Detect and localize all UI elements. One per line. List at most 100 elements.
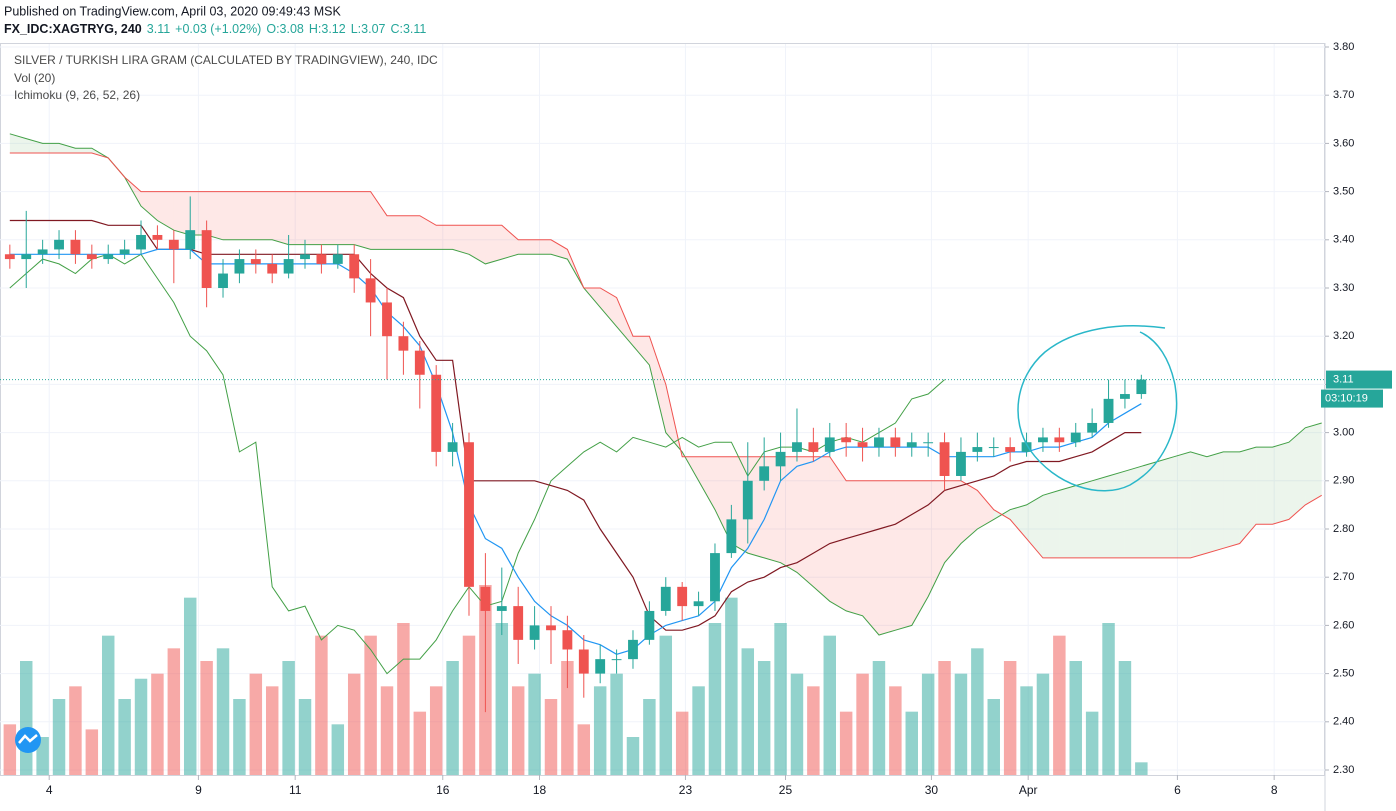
axes: 3.803.703.603.503.403.303.203.103.002.90…	[46, 41, 1355, 797]
quote-line: FX_IDC:XAGTRYG, 240 3.11 +0.03 (+1.02%) O:3…	[4, 22, 426, 36]
cloud-fill	[780, 456, 797, 573]
candle-body	[201, 230, 212, 288]
candle-body	[939, 442, 950, 476]
cloud-fill	[206, 191, 224, 240]
cloud-fill	[419, 215, 437, 250]
candle-body	[382, 302, 392, 337]
volume-bar	[807, 686, 820, 775]
last-price-box	[1326, 370, 1392, 389]
volume-bar	[85, 729, 99, 775]
x-tick-label: 9	[195, 783, 202, 797]
hand-drawn-annotation	[1017, 325, 1178, 492]
conversion-line	[9, 248, 1142, 655]
candle-body	[841, 437, 852, 443]
last-price-label: 3.11	[1333, 373, 1354, 385]
candle-body	[890, 437, 901, 448]
cloud-fill	[305, 191, 322, 245]
volume-bar	[282, 661, 295, 775]
tv-logo	[15, 727, 41, 753]
volume-bar	[905, 711, 918, 775]
candle-body	[185, 230, 196, 250]
cloud-fill	[1239, 447, 1257, 544]
base-line	[9, 219, 1142, 631]
volume-bar	[101, 635, 115, 775]
volume-bar	[429, 686, 443, 775]
volume-bar	[134, 678, 148, 775]
candle-body	[808, 442, 819, 452]
cloud-fill	[223, 191, 240, 240]
volume-bar	[1003, 661, 1017, 775]
cloud-fill	[1256, 447, 1273, 525]
cloud-fill	[272, 191, 289, 245]
candle-body	[1103, 398, 1114, 423]
candle-body	[37, 249, 48, 255]
candle-body	[906, 442, 917, 448]
candle-body	[414, 350, 425, 375]
volume-bar	[610, 673, 623, 775]
cloud-fill	[9, 133, 27, 154]
candle-body	[824, 437, 835, 452]
candle-body	[956, 451, 966, 476]
cloud-fill	[1206, 451, 1224, 554]
cloud-fill	[1190, 451, 1207, 558]
cloud-fill	[829, 456, 847, 611]
candle-body	[168, 239, 179, 250]
plot-area	[0, 133, 1325, 775]
volume-bar	[397, 623, 410, 775]
cloud-fill	[42, 143, 60, 154]
cloud-fill	[485, 225, 502, 264]
candle-body	[103, 254, 114, 260]
cloud-fill	[928, 480, 945, 597]
cloud-fill	[239, 191, 256, 240]
x-tick-label: 8	[1271, 783, 1278, 797]
chart-title: SILVER / TURKISH LIRA GRAM (CALCULATED B…	[14, 53, 438, 67]
volume-bar	[200, 661, 213, 775]
candle-body	[332, 254, 343, 264]
cloud-fill	[321, 191, 338, 245]
candle-body	[562, 630, 573, 650]
cloud-fill	[534, 239, 551, 255]
quote-item: C:3.11	[390, 22, 426, 36]
volume-bar	[921, 673, 935, 775]
volume-bar	[3, 724, 17, 775]
candle-body	[693, 601, 704, 607]
candle-body	[398, 336, 409, 351]
cloud-fill	[1010, 504, 1027, 539]
cloud-fill	[387, 215, 404, 250]
candle-body	[316, 254, 327, 264]
volume-bar	[52, 699, 66, 775]
volume-bar	[561, 661, 574, 775]
quote-item: L:3.07	[351, 22, 386, 36]
volume-bar	[331, 724, 345, 775]
cloud-fill	[764, 456, 781, 563]
y-tick-label: 2.90	[1333, 475, 1354, 487]
candle-body	[21, 254, 32, 260]
volume-bar	[36, 737, 49, 775]
cloud-fill	[173, 191, 191, 235]
candle-body	[496, 606, 507, 611]
volume-bar	[265, 686, 279, 775]
cloud-fill	[518, 239, 535, 255]
volume-bar	[823, 635, 836, 775]
candle-body	[677, 586, 688, 607]
y-tick-label: 2.80	[1333, 523, 1354, 535]
candle-body	[300, 254, 310, 260]
volume-bar	[593, 686, 607, 775]
candle-body	[1005, 447, 1016, 452]
candle-body	[595, 659, 606, 674]
legend-volume: Vol (20)	[14, 71, 55, 85]
candle-body	[792, 442, 802, 452]
volume-bar	[167, 648, 181, 775]
published-note: Published on TradingView.com, April 03, …	[4, 4, 341, 18]
candle-body	[1021, 442, 1032, 452]
quote-item: O:3.08	[266, 22, 304, 36]
candle-body	[988, 447, 999, 449]
volume-bar	[577, 724, 591, 775]
candle-body	[1038, 437, 1048, 443]
candle-body	[152, 234, 163, 240]
candle-body	[644, 610, 655, 640]
candle-body	[972, 447, 983, 452]
cloud-fill	[354, 191, 371, 250]
